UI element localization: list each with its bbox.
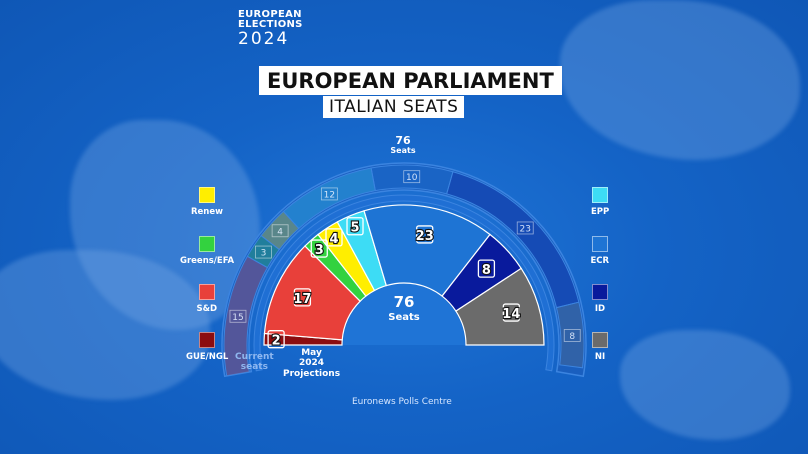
projection-label-box — [293, 288, 312, 307]
legend-label: Greens/EFA — [180, 256, 235, 266]
projection-value-s-d: 17 — [293, 292, 311, 307]
projection-label-box — [477, 259, 496, 278]
center-total-unit: Seats — [388, 312, 420, 323]
outer-total-unit: Seats — [390, 146, 415, 155]
current-seats-value: 12 — [324, 190, 335, 200]
projection-value-epp: 5 — [350, 221, 359, 236]
projection-caption: May 2024 Projections — [283, 348, 340, 379]
projection-value-ecr: 23 — [416, 229, 434, 244]
current-seats-box — [255, 245, 272, 259]
legend-label: ID — [594, 304, 606, 314]
chart-subtitle: ITALIAN SEATS — [323, 96, 465, 118]
logo-year: 2024 — [238, 29, 290, 49]
logo-line-2: ELECTIONS — [238, 19, 303, 30]
legend-swatch — [592, 284, 608, 300]
projection-value-gue-ngl: 2 — [272, 334, 281, 349]
current-seats-value: 4 — [277, 227, 283, 237]
map-background-shape — [560, 0, 800, 160]
current-seats-value: 15 — [232, 313, 243, 323]
legend-item-id: ID — [592, 284, 608, 314]
legend-swatch — [199, 332, 216, 348]
projection-caption-line: 2024 — [299, 358, 325, 369]
current-seats-segment-ni — [555, 301, 585, 369]
projection-value-ni: 14 — [502, 307, 520, 322]
legend-item-ecr: ECR — [590, 236, 610, 266]
ring-separator — [253, 194, 555, 372]
legend-item-greens-efa: Greens/EFA — [180, 236, 234, 266]
current-seats-box — [563, 329, 581, 342]
current-seats-box — [229, 309, 247, 323]
projection-segment-ecr — [363, 204, 491, 297]
current-seats-box — [320, 187, 338, 201]
elections-logo: EUROPEAN ELECTIONS 2024 — [238, 10, 303, 48]
current-seats-box — [403, 170, 421, 184]
legend-swatch — [592, 187, 609, 203]
outer-total-value: 76 — [395, 134, 411, 147]
current-seats-box — [271, 224, 289, 238]
legend-label: GUE/NGL — [186, 352, 229, 362]
source-credit: Euronews Polls Centre — [352, 397, 452, 407]
current-seats-caption: Current seats — [235, 352, 274, 373]
current-seats-value: 3 — [261, 249, 267, 259]
logo-line-1: EUROPEAN — [238, 9, 302, 20]
projection-caption-line: Projections — [283, 368, 341, 379]
legend-item-gue-ngl: GUE/NGL — [186, 332, 228, 362]
legend-item-epp: EPP — [591, 187, 609, 217]
projection-label-box — [502, 303, 520, 322]
legend-item-ni: NI — [592, 332, 608, 362]
legend-item-s-d: S&D — [196, 284, 218, 314]
projection-caption-line: May — [301, 348, 322, 358]
projection-label-box — [346, 217, 364, 236]
current-seats-box — [516, 221, 534, 235]
legend-swatch — [198, 284, 215, 300]
legend-swatch — [198, 187, 215, 203]
current-seats-value: 8 — [569, 332, 575, 342]
projection-value-renew: 4 — [329, 232, 338, 247]
projection-ring — [263, 204, 545, 346]
legend-item-renew: Renew — [191, 187, 223, 217]
legend-label: Renew — [191, 207, 223, 217]
projection-label-box — [267, 330, 285, 349]
map-background-shape — [0, 250, 210, 400]
center-disc — [343, 284, 465, 345]
legend-label: ECR — [590, 256, 610, 266]
legend-swatch — [199, 236, 216, 252]
current-caption-line: Current — [235, 352, 274, 362]
projection-value-greens-efa: 3 — [315, 243, 324, 258]
current-seats-value: 23 — [519, 224, 530, 234]
projection-value-id: 8 — [482, 263, 491, 278]
legend-swatch — [591, 236, 608, 252]
chart-title: EUROPEAN PARLIAMENT — [259, 66, 562, 95]
projection-segment-ni — [455, 267, 545, 346]
current-seats-value: 10 — [406, 173, 418, 183]
current-caption-line: seats — [240, 362, 268, 373]
map-background-shape — [620, 330, 790, 440]
center-total-value: 76 — [394, 293, 415, 311]
legend-swatch — [592, 332, 608, 348]
projection-label-box — [325, 228, 343, 247]
legend-label: EPP — [591, 207, 610, 217]
legend-label: NI — [594, 352, 606, 362]
projection-label-box — [310, 239, 328, 258]
legend-label: S&D — [196, 304, 218, 314]
projection-label-box — [416, 225, 434, 244]
